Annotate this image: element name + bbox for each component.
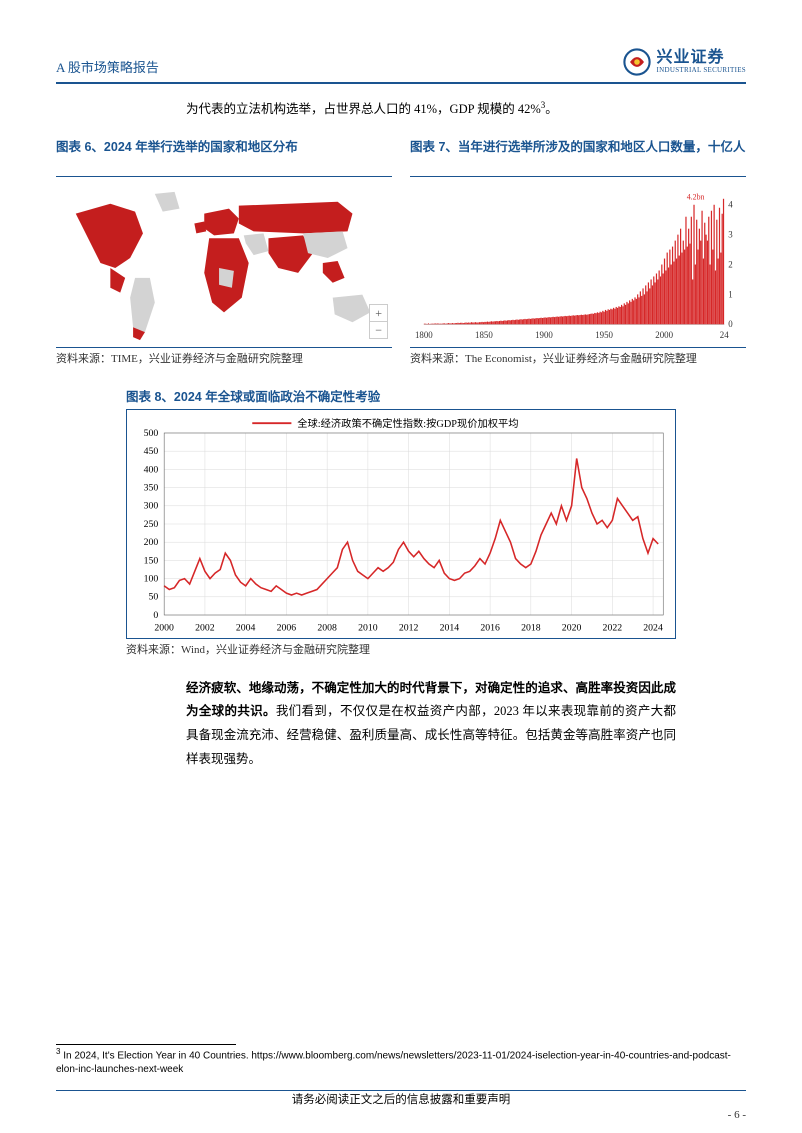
svg-text:450: 450	[144, 446, 159, 457]
svg-text:2018: 2018	[521, 622, 541, 633]
logo-icon	[623, 48, 651, 76]
svg-text:2002: 2002	[195, 622, 215, 633]
svg-text:24: 24	[720, 330, 729, 340]
svg-text:100: 100	[144, 573, 159, 584]
figure7-title: 图表 7、当年进行选举所涉及的国家和地区人口数量，十亿人	[410, 139, 746, 177]
body-paragraph: 经济疲软、地缘动荡，不确定性加大的时代背景下，对确定性的追求、高胜率投资因此成为…	[186, 677, 676, 772]
figure7-chart: 0 1 2 3 4 1800 1850 1900 1950 2000 24 4.2bn	[410, 183, 746, 343]
svg-text:50: 50	[149, 591, 159, 602]
figure6-title: 图表 6、2024 年举行选举的国家和地区分布	[56, 139, 392, 177]
svg-text:2012: 2012	[399, 622, 419, 633]
svg-text:2004: 2004	[236, 622, 256, 633]
header-rule	[56, 82, 746, 84]
svg-text:2010: 2010	[358, 622, 378, 633]
svg-text:0: 0	[153, 610, 158, 621]
svg-text:150: 150	[144, 555, 159, 566]
svg-text:2024: 2024	[643, 622, 663, 633]
svg-text:400: 400	[144, 464, 159, 475]
svg-text:1: 1	[728, 289, 732, 299]
intro-text: 为代表的立法机构选举，占世界总人口的 41%，GDP 规模的 42%3。	[186, 98, 746, 119]
svg-text:0: 0	[728, 319, 733, 329]
figure6-map: + −	[56, 183, 392, 343]
svg-text:4: 4	[728, 199, 733, 209]
figure8-chart: 0 50 100 150 200 250 300 350 400 450 500 2000 2002 20…	[126, 409, 676, 639]
svg-text:2022: 2022	[603, 622, 623, 633]
svg-text:200: 200	[144, 537, 159, 548]
svg-text:350: 350	[144, 482, 159, 493]
svg-text:1800: 1800	[415, 330, 433, 340]
svg-text:500: 500	[144, 428, 159, 439]
svg-text:1900: 1900	[535, 330, 553, 340]
svg-text:2000: 2000	[154, 622, 174, 633]
svg-text:250: 250	[144, 519, 159, 530]
report-type: A 股市场策略报告	[56, 57, 159, 76]
svg-text:2016: 2016	[480, 622, 500, 633]
logo-text-cn: 兴业证券	[657, 50, 746, 67]
figure8-source: 资料来源：Wind，兴业证券经济与金融研究院整理	[126, 639, 676, 657]
svg-text:2008: 2008	[317, 622, 337, 633]
svg-text:2020: 2020	[562, 622, 582, 633]
svg-text:300: 300	[144, 500, 159, 511]
zoom-out-icon[interactable]: −	[370, 322, 387, 338]
footnote: 3 In 2024, It's Election Year in 40 Coun…	[56, 1046, 746, 1077]
svg-text:2006: 2006	[277, 622, 297, 633]
svg-text:2014: 2014	[440, 622, 460, 633]
svg-text:2: 2	[728, 259, 732, 269]
figure8-title: 图表 8、2024 年全球或面临政治不确定性考验	[126, 386, 676, 405]
logo-text-en: INDUSTRIAL SECURITIES	[657, 67, 746, 74]
figure7-source: 资料来源：The Economist，兴业证券经济与金融研究院整理	[410, 347, 746, 366]
svg-text:2000: 2000	[655, 330, 673, 340]
logo: 兴业证券 INDUSTRIAL SECURITIES	[623, 48, 746, 76]
world-map-svg	[56, 183, 392, 343]
svg-text:全球:经济政策不确定性指数:按GDP现价加权平均: 全球:经济政策不确定性指数:按GDP现价加权平均	[297, 417, 518, 430]
svg-text:1850: 1850	[475, 330, 493, 340]
footer-disclaimer: 请务必阅读正文之后的信息披露和重要声明	[0, 1091, 802, 1107]
figure6-source: 资料来源：TIME，兴业证券经济与金融研究院整理	[56, 347, 392, 366]
svg-text:1950: 1950	[595, 330, 613, 340]
svg-text:4.2bn: 4.2bn	[687, 192, 705, 201]
svg-text:3: 3	[728, 229, 733, 239]
zoom-in-icon[interactable]: +	[370, 305, 387, 322]
page-number: - 6 -	[728, 1109, 746, 1121]
map-zoom-control[interactable]: + −	[369, 304, 388, 339]
